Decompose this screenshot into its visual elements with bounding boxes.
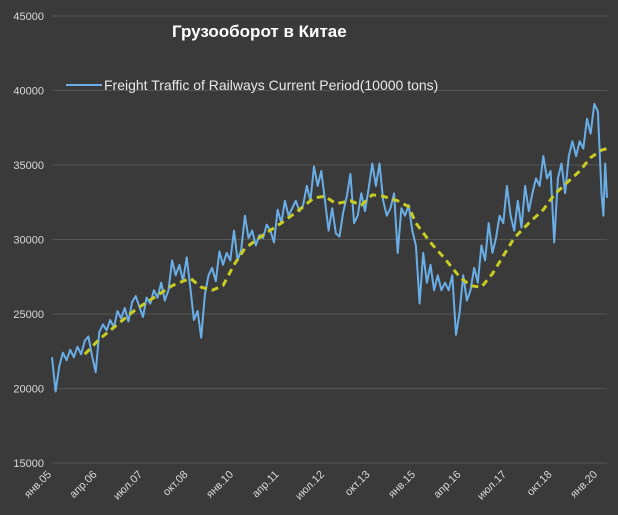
series-lines bbox=[51, 102, 608, 393]
y-tick-label: 40000 bbox=[13, 86, 44, 98]
trend-line bbox=[83, 147, 608, 356]
y-tick-label: 20000 bbox=[13, 384, 44, 396]
legend-entry-freight: Freight Traffic of Railways Current Peri… bbox=[104, 77, 439, 93]
y-tick-label: 35000 bbox=[13, 160, 44, 172]
y-tick-label: 15000 bbox=[13, 458, 44, 470]
y-tick-label: 25000 bbox=[13, 309, 44, 321]
legend-swatch bbox=[66, 84, 102, 86]
y-tick-label: 30000 bbox=[13, 235, 44, 247]
y-tick-label: 45000 bbox=[13, 11, 44, 23]
y-axis-ticks: 15000 20000 25000 30000 35000 40000 45000 bbox=[13, 11, 44, 470]
chart-title: Грузооборот в Китае bbox=[172, 22, 347, 41]
legend: Freight Traffic of Railways Current Peri… bbox=[66, 77, 438, 93]
